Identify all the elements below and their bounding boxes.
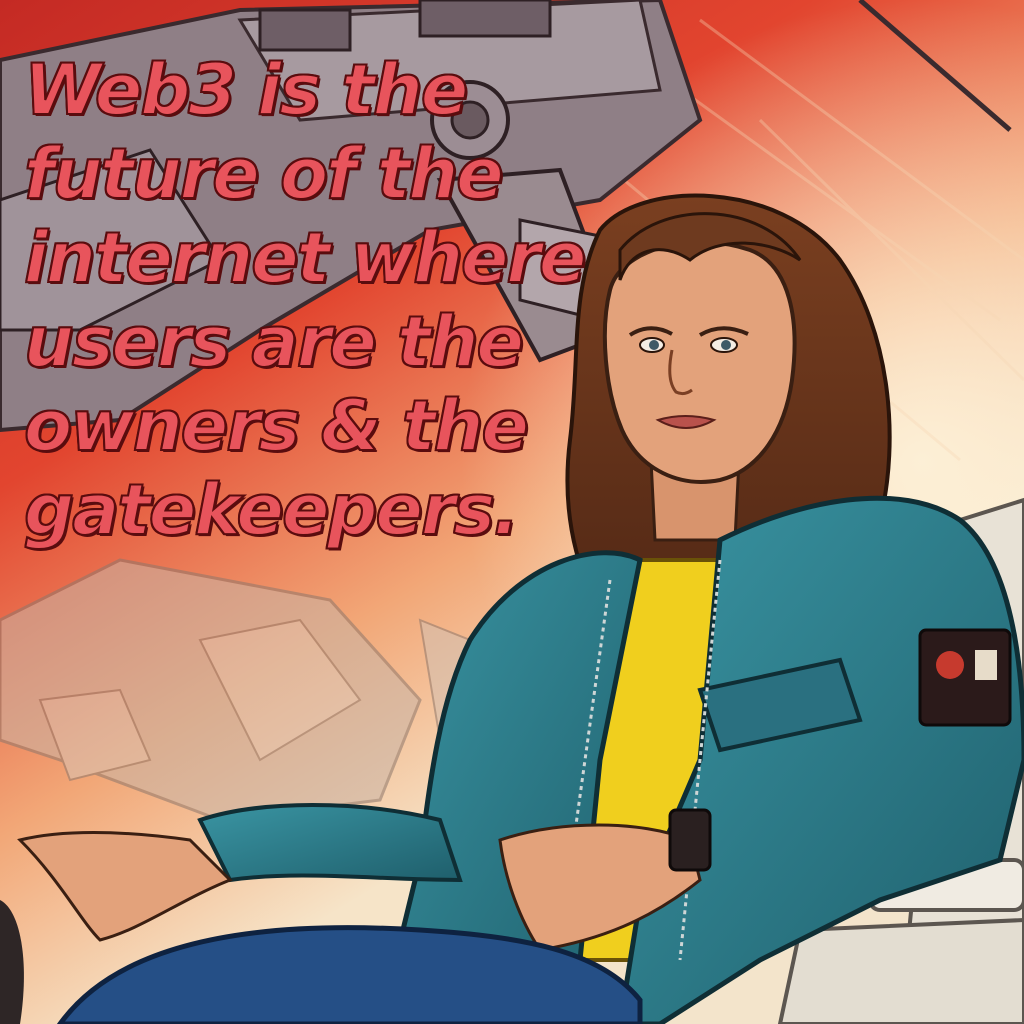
quote-line: gatekeepers. xyxy=(23,468,521,552)
quote-line: users are the xyxy=(23,300,525,384)
background-structures xyxy=(0,558,482,822)
spaceship-machinery xyxy=(0,0,1012,433)
hair-fringe xyxy=(618,212,802,281)
jeans xyxy=(56,925,643,1024)
quote-text: Web3 is the future of the internet where… xyxy=(23,48,624,552)
quote-line: internet where xyxy=(23,216,587,300)
quote-line: Web3 is the xyxy=(23,48,469,132)
dark-object xyxy=(0,900,24,1024)
quote-line: owners & the xyxy=(23,384,530,468)
face xyxy=(602,240,797,484)
quote-line: future of the xyxy=(23,132,505,216)
arm-and-hand xyxy=(17,803,712,952)
facial-features xyxy=(628,326,749,429)
